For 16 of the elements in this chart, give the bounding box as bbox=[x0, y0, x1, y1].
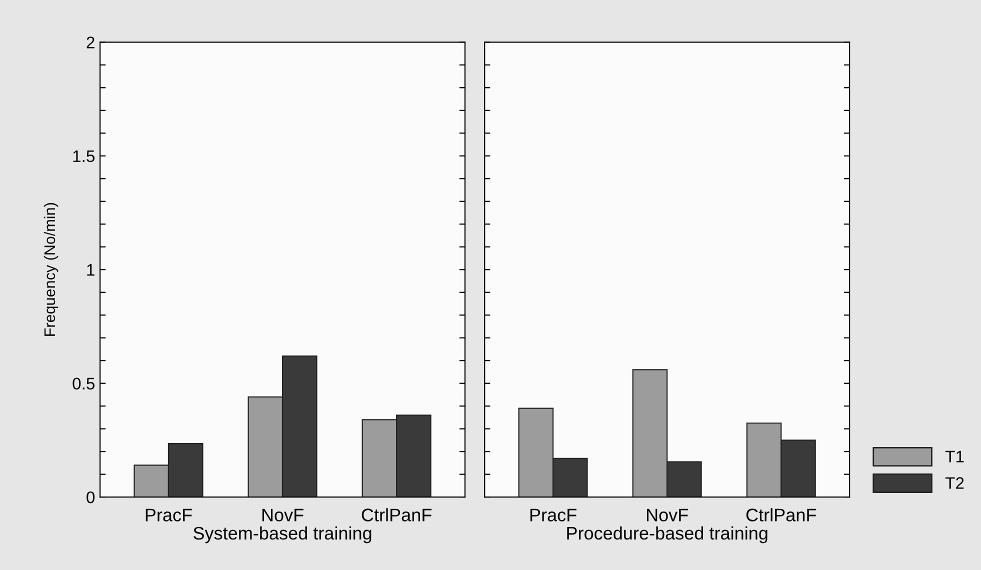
x-tick-label: CtrlPanF bbox=[362, 508, 432, 522]
x-tick-label: CtrlPanF bbox=[746, 508, 816, 522]
x-tick-label: PracF bbox=[530, 508, 576, 522]
x-axis-title: Procedure-based training bbox=[567, 526, 768, 544]
x-tick-label: NovF bbox=[262, 508, 304, 522]
y-axis-title: Frequency (No/min) bbox=[44, 203, 58, 336]
y-tick-label: 1.5 bbox=[73, 150, 95, 162]
y-tick-label: 0 bbox=[86, 491, 95, 504]
y-tick-label: 0.5 bbox=[72, 378, 95, 390]
legend-label: T2 bbox=[945, 477, 964, 489]
x-tick-label: PracF bbox=[146, 508, 192, 522]
x-axis-title: System-based training bbox=[194, 526, 372, 544]
legend-label: T1 bbox=[945, 450, 964, 462]
x-tick-label: NovF bbox=[646, 508, 688, 522]
y-tick-label: 1 bbox=[87, 264, 94, 276]
y-tick-label: 2 bbox=[86, 36, 94, 48]
